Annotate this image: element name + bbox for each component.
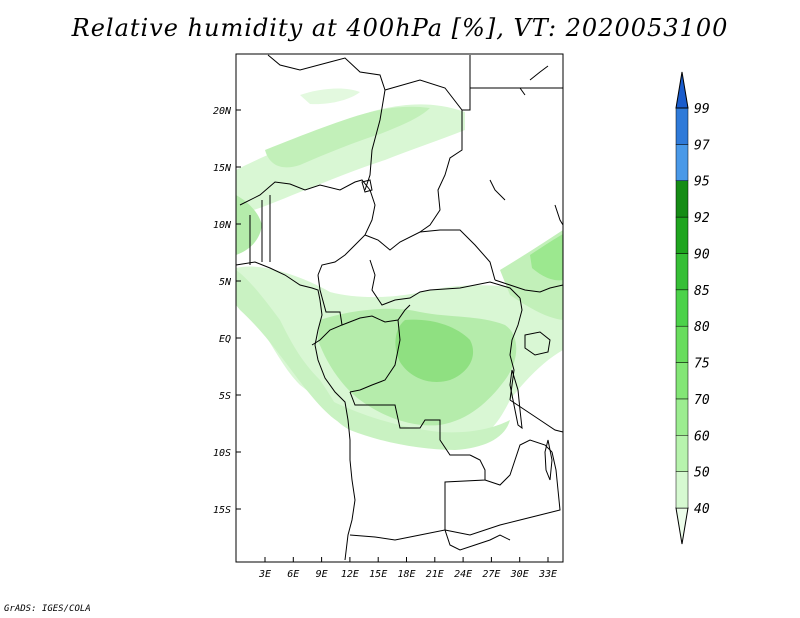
colorbar-label: 75 — [694, 357, 710, 372]
colorbar-segment — [675, 289, 689, 327]
border-tanzania — [509, 399, 564, 433]
lat-tick-label: 10S — [213, 448, 231, 459]
border-chad-car — [364, 229, 496, 281]
rh-region-sahel-core — [265, 106, 430, 168]
colorbar-segment — [675, 216, 689, 254]
colorbar-segment — [675, 471, 689, 509]
lon-tick-label: 15E — [369, 569, 387, 580]
colorbar-label: 70 — [694, 393, 710, 408]
colorbar-segment — [675, 325, 689, 363]
lake-tanganyika — [509, 369, 523, 430]
lon-tick-label: 6E — [287, 569, 299, 580]
credit-label: GrADS: IGES/COLA — [4, 604, 91, 614]
colorbar-label: 92 — [694, 211, 710, 226]
border-benin-togo — [249, 195, 271, 265]
colorbar-segment — [675, 435, 689, 472]
colorbar-label: 60 — [694, 429, 710, 444]
lon-tick-label: 21E — [426, 569, 444, 580]
coast-red-sea — [519, 65, 549, 96]
lon-tick-label: 30E — [510, 569, 529, 580]
border-zambia — [484, 439, 553, 486]
lon-tick-label: 12E — [341, 569, 359, 580]
political-borders — [235, 54, 564, 561]
colorbar-label: 40 — [694, 502, 710, 517]
lon-tick-label: 33E — [538, 569, 557, 580]
colorbar-label: 97 — [694, 138, 710, 153]
border-southern — [444, 529, 511, 551]
border-angola — [349, 391, 470, 456]
border-south-sudan — [494, 279, 564, 293]
lat-tick-label: 5S — [219, 391, 231, 402]
lat-tick-label: 5N — [219, 277, 232, 288]
map-frame — [235, 53, 564, 563]
colorbar-label: 85 — [694, 284, 710, 299]
rh-region-south-band — [329, 400, 510, 450]
rh-region-guinea — [236, 195, 262, 255]
rh-region-congo-strong — [395, 319, 474, 382]
colorbar-lower-extension — [675, 507, 689, 545]
border-niger-nigeria — [239, 179, 371, 206]
lat-tick-label: 15N — [213, 163, 232, 174]
lon-tick-label: 3E — [258, 569, 271, 580]
border-chad-libya — [384, 55, 471, 111]
chart-title: Relative humidity at 400hPa [%], VT: 202… — [71, 14, 729, 42]
rh-region-east-strong — [530, 234, 563, 281]
colorbar: 40 50 60 70 75 80 85 90 92 95 97 99 — [675, 71, 710, 545]
lat-tick-label: EQ — [219, 334, 231, 345]
coastline-west — [235, 261, 356, 561]
border-ethiopia — [489, 179, 564, 226]
colorbar-upper-extension — [675, 71, 689, 109]
colorbar-label: 95 — [694, 175, 710, 190]
lat-tick-label: 20N — [213, 106, 232, 117]
border-gabon — [311, 274, 343, 346]
border-drc-uganda — [509, 297, 523, 401]
lake-chad — [361, 179, 373, 193]
colorbar-label: 50 — [694, 466, 710, 481]
colorbar-segment — [675, 253, 689, 291]
longitude-axis: 3E 6E 9E 12E 15E 18E 21E 24E 27E 30E 33E — [258, 557, 557, 580]
border-angola-south — [349, 454, 486, 541]
colorbar-segment — [675, 144, 689, 181]
border-chad-sudan — [419, 110, 463, 233]
border-nigeria-cameroon — [317, 189, 376, 276]
colorbar-segment — [675, 180, 689, 218]
colorbar-segment — [675, 362, 689, 400]
rh-region-sahel — [236, 104, 465, 215]
lon-tick-label: 27E — [482, 569, 500, 580]
lon-tick-label: 9E — [316, 569, 328, 580]
colorbar-label: 99 — [694, 102, 710, 117]
lake-victoria — [524, 331, 551, 356]
border-congo-drc — [341, 304, 411, 393]
lon-tick-label: 24E — [454, 569, 472, 580]
lake-malawi — [544, 439, 553, 481]
lat-tick-label: 15S — [213, 505, 231, 516]
humidity-shading — [236, 88, 563, 450]
lon-tick-label: 18E — [397, 569, 415, 580]
border-car-congo — [369, 259, 521, 306]
lat-tick-label: 10N — [213, 220, 232, 231]
colorbar-label: 90 — [694, 247, 710, 262]
colorbar-label: 80 — [694, 320, 710, 335]
rh-region-north — [300, 88, 360, 105]
border-mozambique — [444, 451, 561, 536]
colorbar-segment — [675, 398, 689, 436]
rh-region-west-coast — [236, 270, 345, 425]
colorbar-segment — [675, 107, 689, 145]
latitude-axis: 20N 15N 10N 5N EQ 5S 10S 15S — [213, 106, 241, 516]
